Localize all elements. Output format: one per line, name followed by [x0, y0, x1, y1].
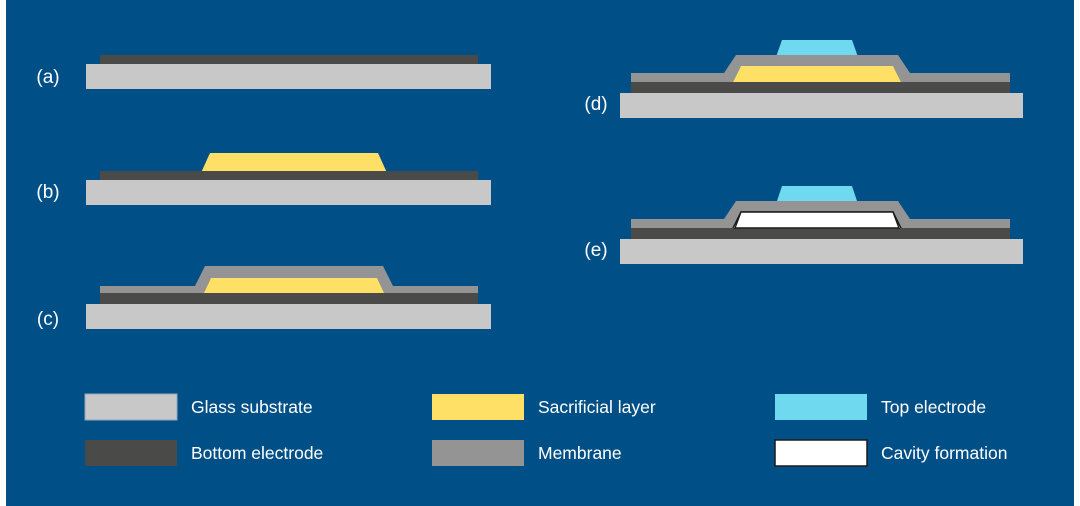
- panel-d-label: (d): [584, 94, 607, 115]
- panel-e-bottom-electrode: [631, 228, 1010, 239]
- panel-c: [86, 266, 491, 329]
- panel-c-glass-substrate: [86, 304, 491, 329]
- legend-label-bottom-electrode: Bottom electrode: [191, 443, 323, 463]
- legend-item-cavity-formation: Cavity formation: [774, 439, 1007, 467]
- panel-e-label: (e): [584, 240, 607, 261]
- panel-a-glass-substrate: [86, 64, 491, 89]
- panel-c-bottom-electrode: [100, 293, 478, 304]
- legend-label-glass-substrate: Glass substrate: [191, 397, 313, 417]
- legend-label-top-electrode: Top electrode: [881, 397, 986, 417]
- legend-swatch-sacrificial-layer: [432, 394, 524, 420]
- panel-d-sacrificial-layer-front: [735, 66, 899, 82]
- legend-item-top-electrode: Top electrode: [775, 394, 986, 420]
- legend-item-sacrificial-layer: Sacrificial layer: [432, 394, 656, 420]
- panel-d-top-electrode: [776, 40, 858, 57]
- panel-d-bottom-electrode: [631, 82, 1010, 93]
- legend-label-cavity-formation: Cavity formation: [881, 443, 1007, 463]
- panel-a-label: (a): [36, 67, 59, 88]
- legend-swatch-glass-substrate: [84, 393, 178, 421]
- panel-e-top-electrode: [776, 186, 858, 204]
- panel-a-bottom-electrode: [100, 55, 478, 64]
- panel-b-glass-substrate: [86, 180, 491, 205]
- panel-d: [620, 40, 1023, 118]
- legend-swatch-bottom-electrode: [85, 440, 177, 466]
- panel-b-bottom-electrode: [100, 171, 478, 180]
- panel-b-label: (b): [36, 182, 59, 203]
- legend-label-sacrificial-layer: Sacrificial layer: [538, 397, 656, 417]
- legend-item-membrane: Membrane: [432, 440, 622, 466]
- panel-c-label: (c): [37, 309, 59, 330]
- legend-swatch-membrane: [432, 440, 524, 466]
- legend-swatch-cavity-formation: [774, 439, 868, 467]
- panel-c-membrane: [100, 266, 478, 297]
- legend-item-bottom-electrode: Bottom electrode: [85, 440, 323, 466]
- legend: Glass substrate Bottom electrode Sacrifi…: [84, 393, 1007, 467]
- panel-b-sacrificial-layer: [200, 153, 388, 175]
- panel-e: [620, 186, 1023, 264]
- panel-e-membrane: [631, 201, 1010, 232]
- legend-swatch-top-electrode: [775, 394, 867, 420]
- panel-d-glass-substrate: [620, 93, 1023, 118]
- legend-label-membrane: Membrane: [538, 443, 622, 463]
- panel-c-sacrificial-layer-front: [205, 278, 383, 293]
- panel-e-glass-substrate: [620, 239, 1023, 264]
- panel-a: [86, 55, 491, 89]
- legend-item-glass-substrate: Glass substrate: [84, 393, 313, 421]
- panel-b: [86, 153, 491, 205]
- panel-d-membrane: [631, 55, 1010, 86]
- panel-e-cavity-formation-front: [733, 211, 901, 229]
